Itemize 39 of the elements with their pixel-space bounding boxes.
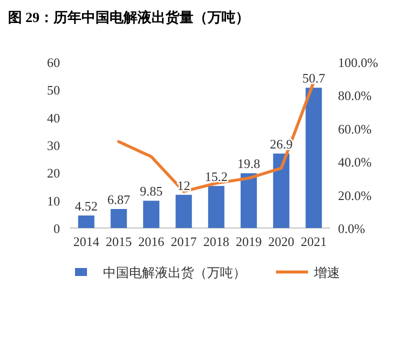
- data-label: 9.85: [140, 184, 163, 199]
- y-tick-label: 60: [47, 55, 60, 70]
- data-label: 15.2: [204, 168, 228, 184]
- y2-tick-label: 80.0%: [338, 88, 372, 104]
- y-tick-label: 40: [47, 110, 60, 126]
- chart-title: 图 29：历年中国电解液出货量（万吨）: [8, 9, 250, 26]
- y-tick-label: 20: [47, 166, 60, 181]
- x-tick-label: 2014: [73, 234, 100, 249]
- bar: [306, 88, 322, 228]
- bar: [208, 186, 224, 228]
- y2-tick-label: 20.0%: [338, 188, 372, 203]
- x-tick-label: 2019: [236, 234, 262, 249]
- x-tick-label: 2021: [300, 234, 327, 249]
- bar: [78, 215, 94, 228]
- y-tick-label: 30: [47, 138, 60, 153]
- y-tick-label: 0: [54, 221, 60, 236]
- legend-label: 增速: [313, 265, 340, 280]
- x-tick-label: 2017: [170, 234, 198, 249]
- data-label: 4.52: [74, 198, 98, 214]
- bar: [240, 173, 257, 228]
- data-label: 12: [177, 178, 190, 193]
- x-tick-label: 2016: [138, 234, 165, 249]
- legend-label: 中国电解液出货（万吨）: [103, 265, 246, 280]
- bar: [110, 208, 127, 228]
- y2-tick-label: 0.0%: [338, 221, 366, 236]
- x-tick-label: 2018: [203, 234, 230, 249]
- y2-tick-label: 100.0%: [338, 55, 378, 70]
- bar: [273, 154, 290, 228]
- y-tick-label: 10: [47, 193, 60, 208]
- x-tick-label: 2020: [268, 234, 294, 249]
- data-label: 50.7: [302, 70, 326, 86]
- y2-tick-label: 40.0%: [338, 154, 372, 170]
- data-label: 6.87: [107, 192, 131, 207]
- bar: [143, 200, 160, 228]
- y2-tick-label: 60.0%: [338, 121, 372, 136]
- bar: [176, 194, 192, 228]
- y-tick-label: 50: [47, 82, 60, 98]
- data-label: 19.8: [237, 156, 260, 172]
- x-tick-label: 2015: [106, 234, 132, 249]
